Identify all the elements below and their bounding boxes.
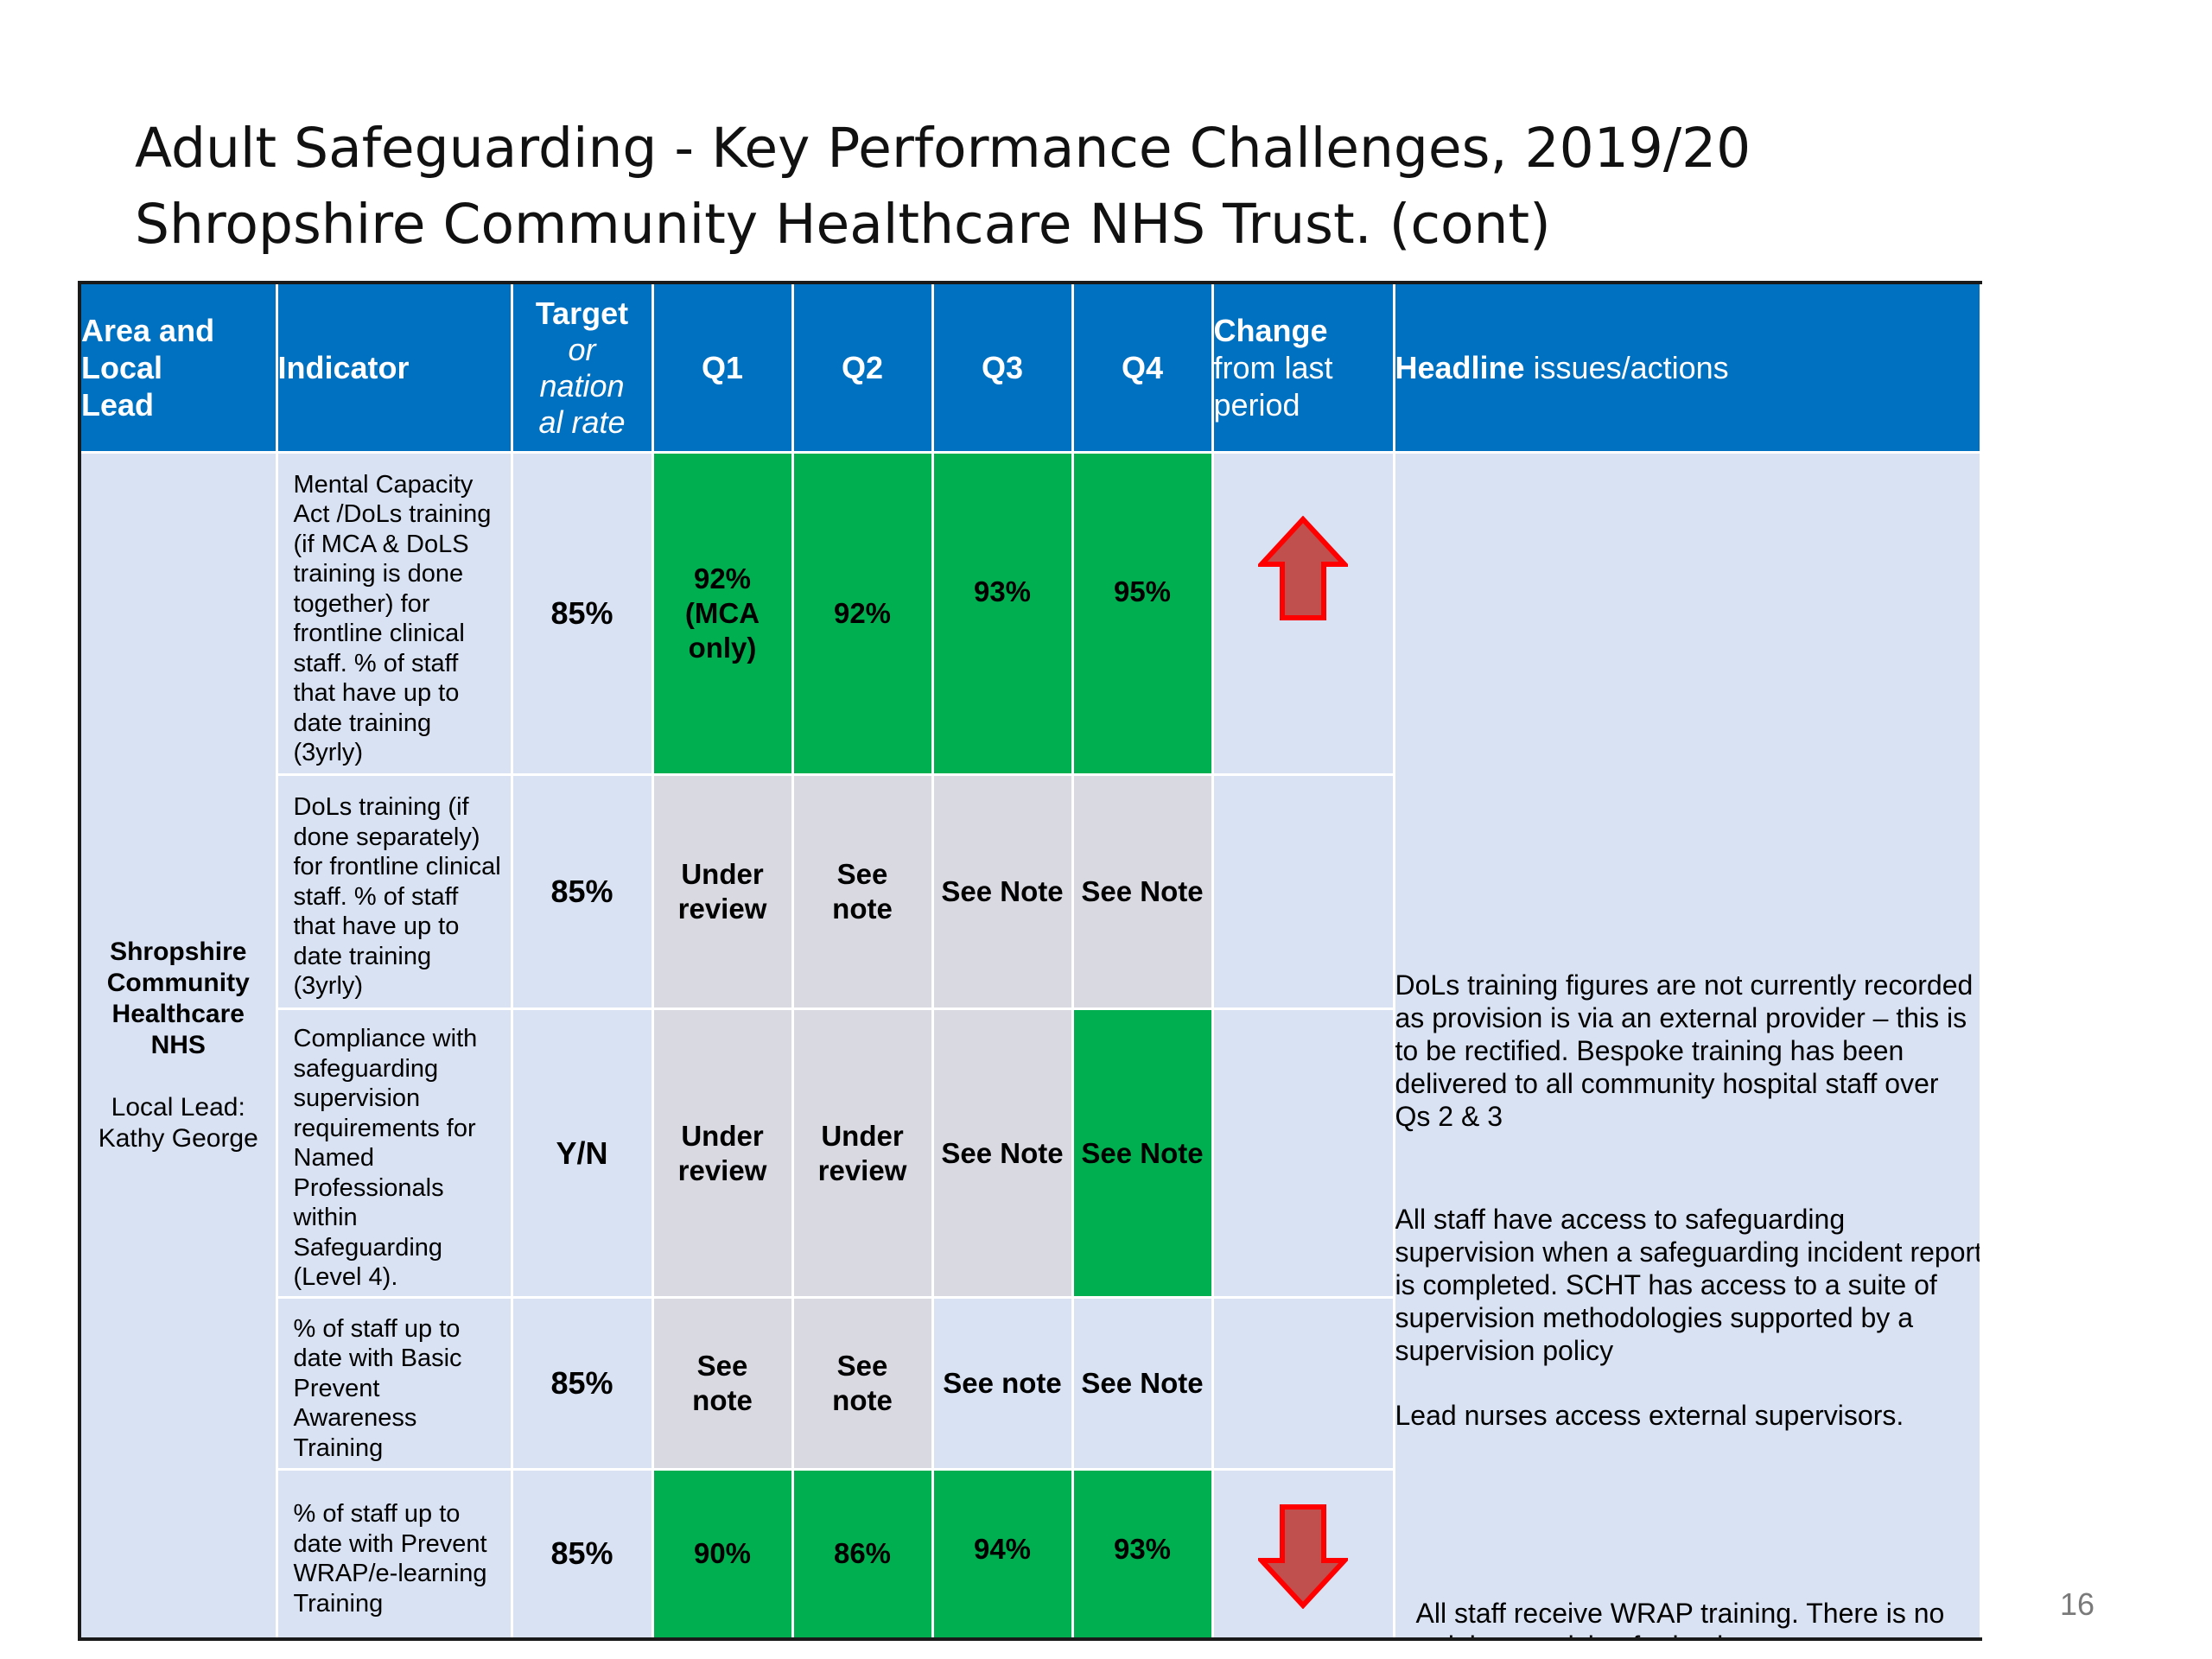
- change-cell: [1211, 1296, 1395, 1471]
- q1-cell: See note: [651, 1296, 794, 1471]
- change-cell: [1211, 1007, 1395, 1299]
- header-q1: Q1: [651, 281, 794, 454]
- header-headline-bold: Headline: [1395, 349, 1525, 385]
- target-cell: 85%: [510, 1296, 654, 1471]
- q1-value: 92% (MCA only): [684, 563, 760, 664]
- header-target-line2: or: [568, 331, 596, 367]
- q4-cell: See Note: [1071, 773, 1214, 1010]
- indicator-cell: DoLs training (if done separately) for f…: [275, 773, 513, 1010]
- table-row: % of staff up to date with Basic Prevent…: [79, 1296, 1980, 1471]
- dols-note: DoLs training figures are not currently …: [1395, 969, 1974, 1132]
- q3-cell: 94%: [931, 1468, 1074, 1640]
- q3-cell: See Note: [931, 1007, 1074, 1299]
- indicator-cell: % of staff up to date with Prevent WRAP/…: [275, 1468, 513, 1640]
- q1-value: See note: [692, 1350, 753, 1416]
- change-cell: [1211, 451, 1395, 776]
- q1-cell: Under review: [651, 773, 794, 1010]
- area-lead: Local Lead: Kathy George: [98, 1092, 258, 1153]
- indicator-cell: % of staff up to date with Basic Prevent…: [275, 1296, 513, 1471]
- q3-cell: 93%: [931, 451, 1074, 776]
- supervisors-note: Lead nurses access external supervisors.: [1395, 1400, 1904, 1431]
- q2-value: Under review: [817, 1119, 907, 1186]
- up-arrow-icon: [1258, 515, 1348, 620]
- q1-value: Under review: [677, 858, 767, 925]
- page-number: 16: [2060, 1586, 2095, 1622]
- q2-cell: Under review: [791, 1007, 934, 1299]
- header-target-line1: Target: [535, 295, 629, 331]
- header-q3: Q3: [931, 281, 1074, 454]
- q4-cell: See Note: [1071, 1296, 1214, 1471]
- header-target-line3: nation: [539, 367, 625, 404]
- q1-cell: Under review: [651, 1007, 794, 1299]
- q1-cell: 92% (MCA only): [651, 451, 794, 776]
- header-target: Target or nation al rate: [510, 281, 654, 454]
- area-org: Shropshire Community Healthcare NHS: [106, 937, 250, 1059]
- q2-cell: See note: [791, 1296, 934, 1471]
- header-headline-rest: issues/actions: [1524, 349, 1729, 385]
- table-row: Shropshire Community Healthcare NHS Loca…: [78, 451, 1982, 1640]
- change-cell: [1211, 773, 1395, 1010]
- q4-cell: 93%: [1071, 1468, 1214, 1640]
- q1-cell: 90%: [651, 1468, 794, 1640]
- header-change-rest: from last period: [1213, 350, 1333, 423]
- target-cell: 85%: [510, 451, 654, 776]
- header-target-line4: al rate: [538, 404, 626, 440]
- table-row: % of staff up to date with Prevent WRAP/…: [79, 1468, 1980, 1640]
- header-q4: Q4: [1071, 281, 1214, 454]
- q2-value: See note: [832, 858, 893, 925]
- header-change: Change from last period: [1211, 281, 1395, 454]
- q2-cell: See note: [791, 773, 934, 1010]
- header-indicator: Indicator: [275, 281, 513, 454]
- header-headline: Headline issues/actions: [1392, 281, 1982, 454]
- supervision-note: All staff have access to safeguarding su…: [1395, 1204, 1980, 1366]
- q2-cell: 86%: [791, 1468, 934, 1640]
- header-area: Area and Local Lead: [78, 281, 278, 454]
- table-row: DoLs training (if done separately) for f…: [79, 773, 1980, 1010]
- header-q2: Q2: [791, 281, 934, 454]
- area-cell: Shropshire Community Healthcare NHS Loca…: [78, 451, 278, 1640]
- q1-value: Under review: [677, 1119, 767, 1186]
- header-change-bold: Change: [1213, 313, 1328, 348]
- q2-value: See note: [832, 1350, 893, 1416]
- q4-cell: See Note: [1071, 1007, 1214, 1299]
- indicator-cell: Mental Capacity Act /DoLs training (if M…: [275, 451, 513, 776]
- q3-cell: See Note: [931, 773, 1074, 1010]
- slide-title: Adult Safeguarding - Key Performance Cha…: [135, 117, 1751, 256]
- indicator-cell: Compliance with safeguarding supervision…: [275, 1007, 513, 1299]
- target-cell: Y/N: [510, 1007, 654, 1299]
- q3-cell: See note: [931, 1296, 1074, 1471]
- wrap-note: All staff receive WRAP training. There i…: [1415, 1598, 1945, 1637]
- target-cell: 85%: [510, 1468, 654, 1640]
- q4-cell: 95%: [1071, 451, 1214, 776]
- target-cell: 85%: [510, 773, 654, 1010]
- change-cell: [1211, 1468, 1395, 1640]
- q2-cell: 92%: [791, 451, 934, 776]
- down-arrow-icon: [1258, 1503, 1348, 1609]
- kpi-table: Area and Local Lead Indicator Target or …: [78, 281, 1982, 1641]
- table-row: Compliance with safeguarding supervision…: [79, 1007, 1980, 1299]
- header-row: Area and Local Lead Indicator Target or …: [78, 281, 1982, 454]
- headline-cell: DoLs training figures are not currently …: [1392, 451, 1982, 1640]
